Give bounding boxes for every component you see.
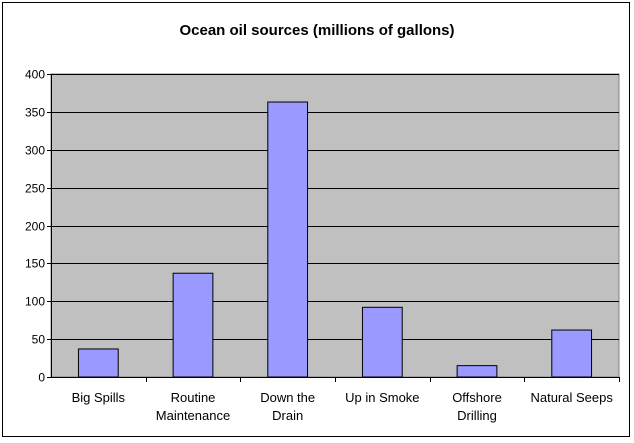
- x-tick-label: Offshore Drilling: [452, 390, 502, 423]
- y-tick-label: 0: [38, 371, 45, 385]
- x-tick-label: Down the Drain: [260, 390, 315, 423]
- bar-routine-maintenance: [172, 272, 214, 378]
- y-tick-label: 300: [25, 144, 45, 158]
- x-tick-label-line: Up in Smoke: [345, 390, 419, 405]
- y-tick-label: 250: [25, 182, 45, 196]
- chart-frame: Ocean oil sources (millions of gallons) …: [2, 2, 630, 437]
- x-tick-label-line: Drilling: [457, 408, 497, 423]
- y-tick-label: 100: [25, 295, 45, 309]
- x-tick-label-line: Maintenance: [156, 408, 230, 423]
- x-tick-label: Big Spills: [72, 390, 126, 405]
- bar-offshore-drilling: [456, 365, 498, 378]
- bar-down-the-drain: [267, 101, 309, 378]
- bar-up-in-smoke: [361, 306, 403, 378]
- x-tick-label-line: Big Spills: [72, 390, 126, 405]
- x-tick-label: Up in Smoke: [345, 390, 419, 405]
- bars: [77, 101, 593, 378]
- bar-big-spills: [77, 348, 119, 378]
- bar-natural-seeps: [551, 329, 593, 378]
- x-tick-label: Natural Seeps: [530, 390, 613, 405]
- y-axis: 0 50 100 150 200 250 300 350 400: [25, 68, 52, 385]
- x-tick-label: Routine Maintenance: [156, 390, 230, 423]
- x-tick-label-line: Offshore: [452, 390, 502, 405]
- bar-chart: Ocean oil sources (millions of gallons) …: [25, 22, 620, 423]
- plot-area: [50, 73, 620, 378]
- x-tick-label-line: Drain: [272, 408, 303, 423]
- x-axis: Big Spills Routine Maintenance Down the Drai…: [51, 377, 620, 423]
- x-tick-label-line: Down the: [260, 390, 315, 405]
- y-tick-label: 400: [25, 68, 45, 82]
- chart-title: Ocean oil sources (millions of gallons): [179, 22, 454, 39]
- y-tick-label: 150: [25, 257, 45, 271]
- x-tick-label-line: Natural Seeps: [530, 390, 613, 405]
- x-tick-label-line: Routine: [171, 390, 216, 405]
- gridlines: [51, 74, 619, 340]
- y-tick-label: 350: [25, 106, 45, 120]
- y-tick-label: 50: [32, 333, 46, 347]
- y-tick-label: 200: [25, 220, 45, 234]
